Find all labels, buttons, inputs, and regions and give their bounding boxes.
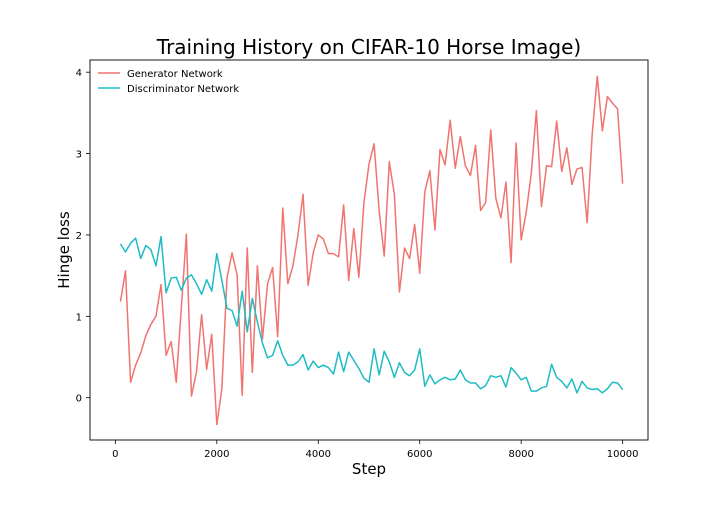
- chart-title: Training History on CIFAR-10 Horse Image…: [156, 35, 581, 59]
- legend-label-generator: Generator Network: [127, 69, 223, 80]
- series-layer: [119, 75, 624, 426]
- y-axis-label: Hinge loss: [55, 211, 73, 289]
- x-tick-label: 0: [112, 449, 118, 460]
- y-tick-label: 2: [76, 231, 82, 242]
- y-axis-ticks: 0 1 2 3 4: [76, 68, 90, 405]
- y-tick-label: 3: [76, 150, 82, 161]
- x-axis-ticks: 0 2000 4000 6000 8000 10000: [112, 440, 639, 460]
- legend: Generator Network Discriminator Network: [98, 69, 239, 95]
- x-axis-label: Step: [352, 460, 386, 478]
- series-line-generator: [119, 75, 624, 426]
- x-tick-label: 8000: [508, 449, 533, 460]
- legend-label-discriminator: Discriminator Network: [127, 84, 239, 95]
- y-tick-label: 0: [76, 394, 82, 405]
- x-tick-label: 6000: [407, 449, 432, 460]
- y-tick-label: 1: [76, 312, 82, 323]
- x-tick-label: 2000: [204, 449, 229, 460]
- plot-area: [89, 59, 649, 441]
- y-tick-label: 4: [76, 68, 82, 79]
- x-tick-label: 10000: [607, 449, 639, 460]
- series-line-discriminator: [119, 235, 624, 394]
- x-tick-label: 4000: [306, 449, 331, 460]
